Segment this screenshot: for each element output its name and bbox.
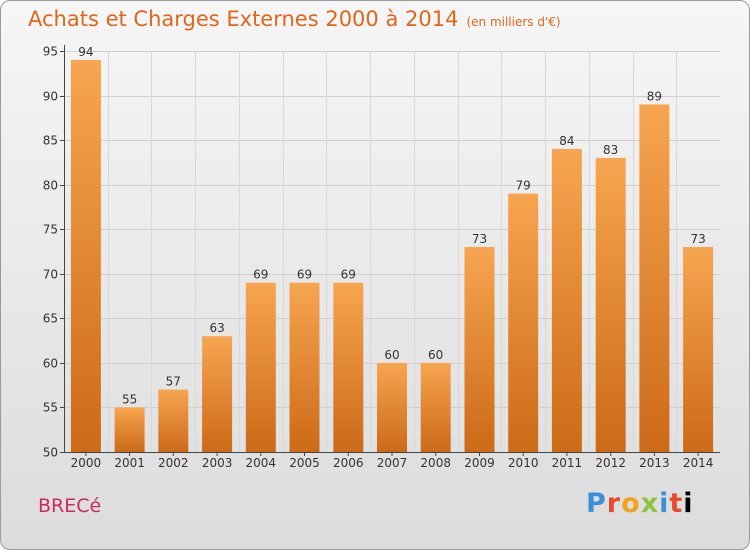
bar bbox=[289, 282, 320, 452]
x-tick-label: 2003 bbox=[202, 456, 233, 470]
y-tick-label: 65 bbox=[43, 312, 58, 326]
data-label: 73 bbox=[690, 232, 705, 246]
bar bbox=[464, 247, 495, 452]
brand-letter: x bbox=[640, 488, 660, 519]
bar bbox=[420, 362, 451, 452]
bar bbox=[683, 247, 714, 452]
x-tick-label: 2005 bbox=[289, 456, 320, 470]
brand-logo: Proxiti bbox=[586, 488, 694, 519]
y-tick-label: 80 bbox=[43, 179, 58, 193]
y-tick-label: 55 bbox=[43, 401, 58, 415]
bar bbox=[639, 104, 670, 452]
data-label: 60 bbox=[384, 348, 399, 362]
bar bbox=[377, 362, 407, 452]
bar bbox=[70, 59, 101, 453]
brand-letter: i bbox=[659, 488, 670, 519]
data-label: 55 bbox=[122, 392, 137, 406]
chart-title: Achats et Charges Externes 2000 à 2014 (e… bbox=[28, 7, 561, 31]
x-tick-label: 2010 bbox=[508, 456, 539, 470]
bar bbox=[202, 336, 233, 452]
x-tick-label: 2007 bbox=[377, 456, 408, 470]
bar bbox=[595, 157, 626, 452]
y-tick-label: 90 bbox=[43, 90, 58, 104]
x-tick-label: 2006 bbox=[333, 456, 364, 470]
y-tick-label: 85 bbox=[43, 134, 58, 148]
bar bbox=[508, 193, 539, 452]
data-label: 69 bbox=[297, 268, 312, 282]
y-tick-label: 70 bbox=[43, 268, 58, 282]
bar bbox=[158, 389, 189, 452]
brand-letter: o bbox=[621, 488, 641, 519]
y-tick-label: 95 bbox=[43, 45, 58, 59]
bar bbox=[245, 282, 276, 452]
x-tick-label: 2009 bbox=[464, 456, 495, 470]
bar bbox=[114, 407, 145, 452]
data-label: 57 bbox=[166, 375, 181, 389]
data-label: 89 bbox=[647, 90, 662, 104]
x-tick-label: 2004 bbox=[246, 456, 277, 470]
data-label: 69 bbox=[341, 268, 356, 282]
x-tick-label: 2011 bbox=[552, 456, 583, 470]
y-tick-label: 50 bbox=[43, 446, 58, 460]
data-label: 84 bbox=[559, 134, 574, 148]
bar bbox=[551, 149, 582, 452]
x-tick-label: 2002 bbox=[158, 456, 189, 470]
data-label: 73 bbox=[472, 232, 487, 246]
bar bbox=[333, 282, 364, 452]
x-tick-label: 2000 bbox=[71, 456, 102, 470]
x-tick-label: 2013 bbox=[639, 456, 670, 470]
data-label: 79 bbox=[516, 179, 531, 193]
commune-name: BRECé bbox=[38, 495, 102, 517]
data-label: 94 bbox=[78, 45, 93, 59]
brand-letter: t bbox=[669, 488, 684, 519]
data-label: 60 bbox=[428, 348, 443, 362]
brand-letter: P bbox=[586, 488, 607, 519]
chart-unit: (en milliers d'€) bbox=[466, 15, 561, 29]
x-tick-label: 2014 bbox=[683, 456, 714, 470]
y-tick-label: 60 bbox=[43, 357, 58, 371]
x-tick-label: 2008 bbox=[420, 456, 451, 470]
x-tick-label: 2012 bbox=[595, 456, 626, 470]
data-label: 63 bbox=[209, 321, 224, 335]
brand-letter: r bbox=[606, 488, 622, 519]
data-label: 69 bbox=[253, 268, 268, 282]
x-tick-label: 2001 bbox=[114, 456, 145, 470]
brand-letter: i bbox=[683, 488, 694, 519]
chart-title-text: Achats et Charges Externes 2000 à 2014 bbox=[28, 7, 459, 31]
y-tick-label: 75 bbox=[43, 223, 58, 237]
data-label: 83 bbox=[603, 143, 618, 157]
